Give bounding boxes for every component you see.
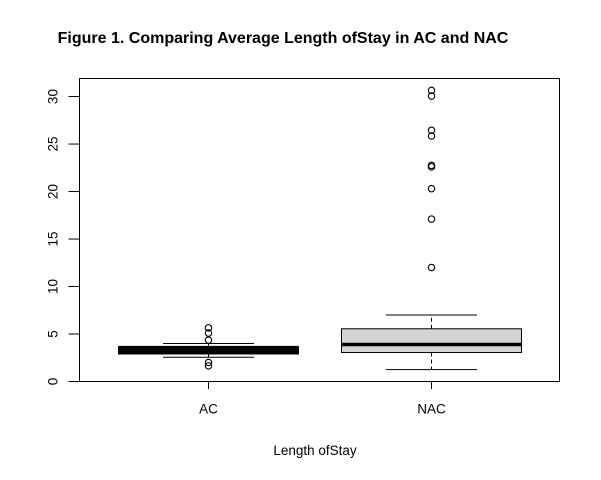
outlier-point-NAC: [427, 184, 436, 193]
outlier-point-NAC: [427, 163, 436, 171]
outlier-point-AC: [204, 329, 213, 337]
outlier-point-AC: [204, 336, 213, 344]
y-axis-tick-label: 20: [46, 184, 61, 199]
x-axis-category-label: NAC: [417, 402, 446, 417]
x-axis-title: Length ofStay: [273, 443, 357, 458]
y-axis-tick-label: 25: [46, 137, 61, 152]
outlier-point-NAC: [427, 263, 436, 272]
outlier-point-NAC: [427, 86, 436, 95]
y-axis-tick-label: 5: [46, 330, 61, 338]
outlier-point-NAC: [427, 92, 436, 100]
chart-title: Figure 1. Comparing Average Length ofSta…: [57, 30, 509, 47]
outlier-point-AC: [204, 324, 213, 332]
y-axis-tick-label: 10: [46, 279, 61, 294]
plot-border: [79, 78, 560, 382]
x-axis-category-label: AC: [199, 402, 218, 417]
outlier-point-AC: [204, 358, 213, 367]
box-NAC: [341, 328, 522, 354]
y-axis-tick-label: 30: [46, 89, 61, 104]
outlier-point-NAC: [427, 126, 436, 135]
y-axis-tick-label: 0: [46, 378, 61, 386]
outlier-point-NAC: [427, 215, 436, 223]
outlier-point-AC: [204, 362, 213, 370]
outlier-point-NAC: [427, 132, 436, 140]
y-axis-tick-label: 15: [46, 232, 61, 247]
